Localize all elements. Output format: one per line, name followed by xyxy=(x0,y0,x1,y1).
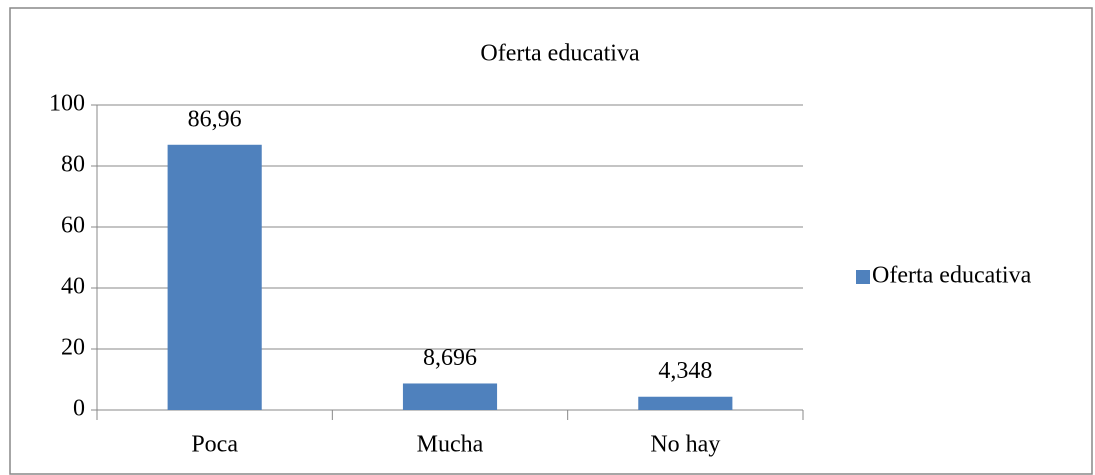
data-label: 86,96 xyxy=(188,106,242,132)
data-label: 8,696 xyxy=(423,345,477,371)
y-tick-label: 80 xyxy=(61,152,85,178)
data-label: 4,348 xyxy=(658,358,712,384)
legend-swatch xyxy=(856,270,870,284)
x-tick-label: Poca xyxy=(191,432,238,458)
y-tick-label: 60 xyxy=(61,213,85,239)
x-tick-label: No hay xyxy=(650,432,720,458)
legend-label: Oferta educativa xyxy=(872,263,1032,289)
chart-title: Oferta educativa xyxy=(480,41,640,67)
y-tick-label: 100 xyxy=(49,91,85,117)
bar xyxy=(402,383,498,410)
x-tick-label: Mucha xyxy=(417,432,484,458)
y-tick-label: 0 xyxy=(73,396,85,422)
bar xyxy=(638,396,733,410)
y-tick-label: 20 xyxy=(61,335,85,361)
bar xyxy=(167,144,262,410)
y-tick-label: 40 xyxy=(61,274,85,300)
